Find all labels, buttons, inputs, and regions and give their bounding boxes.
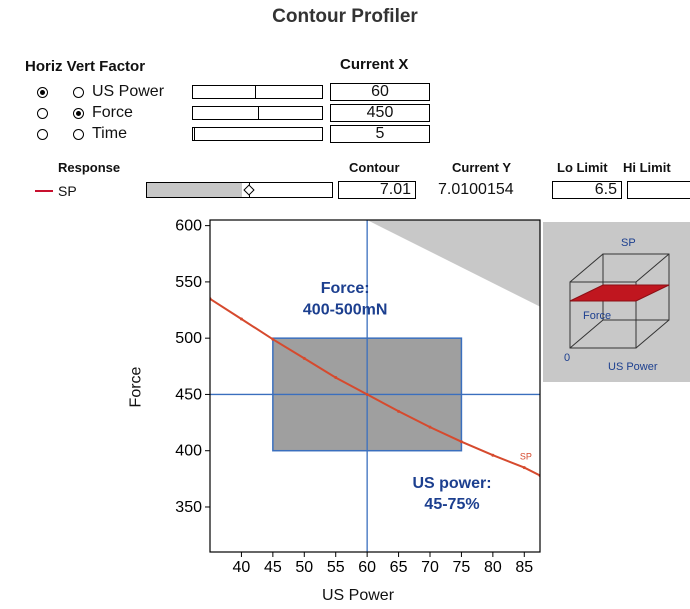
lo-limit-value-sp[interactable]: 6.5 xyxy=(552,181,622,199)
page-title: Contour Profiler xyxy=(272,6,418,27)
current-y-header: Current Y xyxy=(452,160,511,175)
vert-radio-us-power[interactable] xyxy=(73,87,84,98)
contour-point xyxy=(365,392,369,396)
infeasible-region xyxy=(367,220,540,307)
x-tick-label: 45 xyxy=(264,559,282,576)
contour-point xyxy=(271,337,275,341)
x-tick-label: 55 xyxy=(327,559,345,576)
plot-frame xyxy=(209,219,541,553)
y-axis-label: Force xyxy=(127,366,145,408)
surface-cube-panel[interactable]: SP Force 0 US Power xyxy=(543,222,690,382)
factor-slider-force[interactable] xyxy=(192,106,323,120)
vert-radio-time[interactable] xyxy=(73,129,84,140)
y-tick-label: 450 xyxy=(175,386,202,403)
slider-handle[interactable] xyxy=(255,86,256,98)
horiz-radio-us-power[interactable] xyxy=(37,87,48,98)
cube-label-response: SP xyxy=(621,237,636,249)
series-label-sp: SP xyxy=(520,452,532,462)
y-tick-label: 600 xyxy=(175,218,202,235)
x-axis-label: US Power xyxy=(322,587,395,604)
response-surface-plane xyxy=(569,284,670,302)
factor-label-force: Force xyxy=(92,104,133,121)
response-slider-fill xyxy=(147,183,242,197)
current-x-force[interactable]: 450 xyxy=(330,104,430,122)
y-tick-label: 350 xyxy=(175,499,202,516)
y-tick-label: 500 xyxy=(175,330,202,347)
slider-handle[interactable] xyxy=(258,107,259,119)
x-tick-label: 65 xyxy=(390,559,408,576)
factor-slider-time[interactable] xyxy=(192,127,323,141)
contour-header: Contour xyxy=(349,160,400,175)
horiz-radio-time[interactable] xyxy=(37,129,48,140)
response-slider-sp[interactable] xyxy=(146,182,333,198)
lo-limit-header: Lo Limit xyxy=(557,160,608,175)
contour-point xyxy=(491,453,495,457)
annotation-3: 45-75% xyxy=(424,496,479,513)
contour-point xyxy=(397,409,401,413)
cube-label-us-power: US Power xyxy=(608,361,658,373)
response-label-sp: SP xyxy=(58,183,77,199)
factor-label-us-power: US Power xyxy=(92,83,165,100)
x-tick-label: 75 xyxy=(453,559,471,576)
annotation-1: 400-500mN xyxy=(303,302,388,319)
y-tick-label: 550 xyxy=(175,274,202,291)
y-tick-label: 400 xyxy=(175,443,202,460)
vert-radio-force[interactable] xyxy=(73,108,84,119)
response-header: Response xyxy=(58,160,121,175)
contour-point xyxy=(428,425,432,429)
current-x-us-power[interactable]: 60 xyxy=(330,83,430,101)
cube-label-origin: 0 xyxy=(564,352,571,364)
x-tick-label: 70 xyxy=(421,559,439,576)
annotation-2: US power: xyxy=(412,475,491,492)
x-tick-label: 60 xyxy=(358,559,376,576)
factor-slider-us-power[interactable] xyxy=(192,85,323,99)
contour-line-sp xyxy=(210,297,540,477)
current-x-time[interactable]: 5 xyxy=(330,125,430,143)
hi-limit-header: Hi Limit xyxy=(623,160,671,175)
contour-point xyxy=(522,466,526,470)
contour-point xyxy=(459,440,463,444)
contour-point xyxy=(334,376,338,380)
horiz-vert-factor-header: Horiz Vert Factor xyxy=(25,58,146,75)
x-tick-label: 80 xyxy=(484,559,502,576)
annotation-0: Force: xyxy=(321,280,370,297)
cube-label-force: Force xyxy=(583,310,612,322)
contour-value-sp[interactable]: 7.01 xyxy=(338,181,416,199)
x-tick-label: 50 xyxy=(295,559,313,576)
contour-point xyxy=(302,356,306,360)
current-x-header: Current X xyxy=(340,56,409,73)
hi-limit-value-sp[interactable] xyxy=(627,181,690,199)
horiz-radio-force[interactable] xyxy=(37,108,48,119)
plot-area: SP Force: 400-500mN US power: 45-75% xyxy=(210,220,540,552)
surface-cube-graphic xyxy=(569,253,670,349)
contour-point xyxy=(239,317,243,321)
factor-label-time: Time xyxy=(92,125,127,142)
current-y-value-sp: 7.0100154 xyxy=(438,181,514,198)
slider-handle[interactable] xyxy=(194,128,195,140)
x-tick-label: 40 xyxy=(233,559,251,576)
response-color-swatch xyxy=(35,190,53,192)
x-tick-label: 85 xyxy=(515,559,533,576)
